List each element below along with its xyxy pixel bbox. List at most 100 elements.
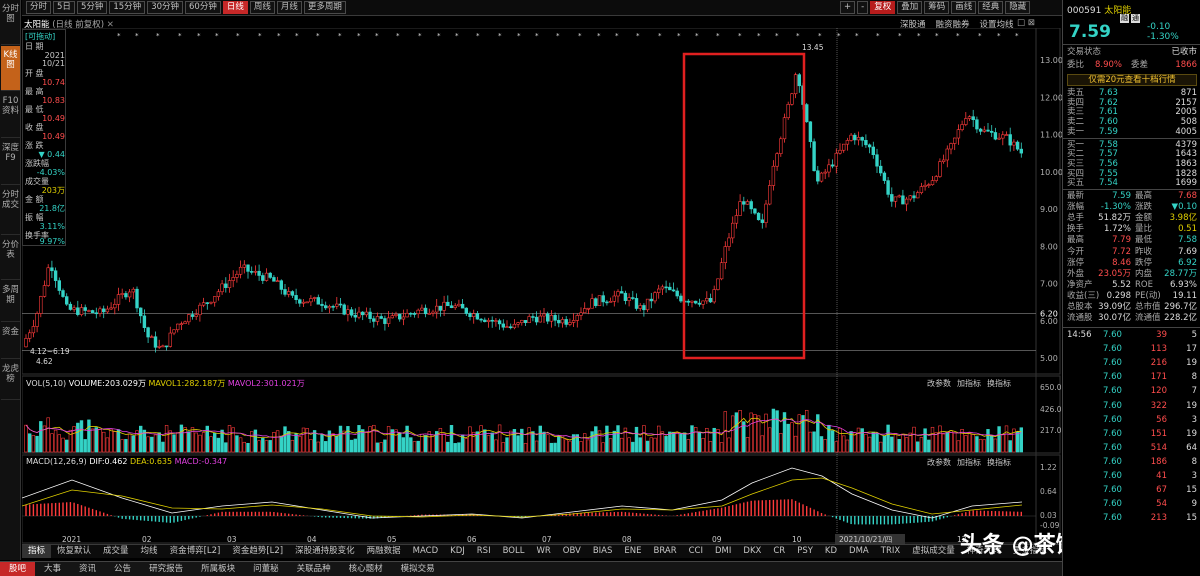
- period-button[interactable]: 月线: [276, 1, 302, 14]
- indicator-tab[interactable]: 指标: [22, 545, 52, 558]
- indicator-tab[interactable]: 两融数据: [366, 546, 401, 556]
- footer-tab[interactable]: 所属板块: [201, 564, 236, 574]
- toolbar-button[interactable]: 隐藏: [1005, 1, 1031, 14]
- kline-chart[interactable]: 13.00 12.00 11.00 10.00 9.00 8.00 7.00 6.206.00…: [22, 28, 1062, 544]
- event-marker[interactable]: *: [1015, 32, 1019, 40]
- indicator-tab[interactable]: ENE: [624, 546, 642, 556]
- period-button[interactable]: 周线: [249, 1, 275, 14]
- indicator-tab[interactable]: 虚拟成交量: [912, 546, 955, 556]
- macd-menu-item[interactable]: 换指标: [987, 458, 1011, 467]
- event-marker[interactable]: *: [295, 32, 299, 40]
- promo-button[interactable]: 仅需20元查看十档行情: [1067, 74, 1197, 86]
- indicator-tab[interactable]: MACD: [412, 546, 439, 556]
- event-marker[interactable]: *: [597, 32, 601, 40]
- indicator-tab[interactable]: 恢复默认: [57, 546, 92, 556]
- event-marker[interactable]: *: [978, 32, 982, 40]
- period-button[interactable]: 5分钟: [76, 1, 108, 14]
- indicator-tab[interactable]: TRIX: [880, 546, 901, 556]
- event-marker[interactable]: *: [997, 32, 1001, 40]
- period-button[interactable]: 更多周期: [303, 1, 346, 14]
- indicator-tab[interactable]: 资金博弈[L2]: [169, 546, 221, 556]
- indicator-tab[interactable]: 资金趋势[L2]: [232, 546, 284, 556]
- info-tag[interactable]: [可拖动]: [25, 32, 56, 41]
- period-button[interactable]: 60分钟: [185, 1, 221, 14]
- indicator-tab[interactable]: 成交量: [103, 546, 129, 556]
- event-marker[interactable]: *: [357, 32, 361, 40]
- event-marker[interactable]: *: [636, 32, 640, 40]
- left-nav-item[interactable]: K线图: [1, 46, 20, 91]
- event-marker[interactable]: *: [716, 32, 720, 40]
- period-button[interactable]: 分时: [26, 1, 52, 14]
- event-marker[interactable]: *: [695, 32, 699, 40]
- event-marker[interactable]: *: [277, 32, 281, 40]
- event-marker[interactable]: *: [956, 32, 960, 40]
- indicator-tab[interactable]: CCI: [688, 546, 704, 556]
- deep-option[interactable]: 融资融券: [935, 20, 970, 30]
- chart-close-icon[interactable]: ✕: [106, 20, 114, 30]
- event-marker[interactable]: *: [615, 32, 619, 40]
- event-marker[interactable]: *: [316, 32, 320, 40]
- toolbar-button[interactable]: 筹码: [924, 1, 950, 14]
- event-marker[interactable]: *: [418, 32, 422, 40]
- event-marker[interactable]: *: [898, 32, 902, 40]
- left-nav-item[interactable]: 分价表: [1, 236, 20, 280]
- close-icon[interactable]: ⊠: [1027, 18, 1035, 28]
- indicator-tab[interactable]: BOLL: [502, 546, 525, 556]
- indicator-tab[interactable]: CR: [773, 546, 786, 556]
- indicator-tab[interactable]: KD: [824, 546, 838, 556]
- period-button[interactable]: 30分钟: [147, 1, 184, 14]
- left-nav-item[interactable]: 多周期: [1, 281, 20, 322]
- vol-menu-item[interactable]: 换指标: [987, 379, 1011, 388]
- event-marker[interactable]: *: [556, 32, 560, 40]
- period-button[interactable]: 日线: [222, 1, 248, 14]
- footer-tab[interactable]: 模拟交易: [400, 564, 435, 574]
- indicator-tab[interactable]: 神奇九转: [966, 546, 1001, 556]
- event-marker[interactable]: *: [117, 32, 121, 40]
- footer-tab[interactable]: 资讯: [79, 564, 97, 574]
- maximize-icon[interactable]: □: [1017, 18, 1026, 28]
- event-marker[interactable]: *: [455, 32, 459, 40]
- left-nav-item[interactable]: F10资料: [1, 92, 20, 138]
- toolbar-button[interactable]: 叠加: [897, 1, 923, 14]
- event-marker[interactable]: *: [476, 32, 480, 40]
- event-marker[interactable]: *: [258, 32, 262, 40]
- footer-tab[interactable]: 核心题材: [348, 564, 383, 574]
- indicator-tab[interactable]: 深股通持股变化: [295, 546, 355, 556]
- event-marker[interactable]: *: [796, 32, 800, 40]
- left-nav-item[interactable]: 分时成交: [1, 186, 20, 235]
- indicator-tab[interactable]: OBV: [562, 546, 581, 556]
- footer-tab[interactable]: 股吧: [0, 562, 36, 576]
- indicator-tab[interactable]: RSI: [476, 546, 491, 556]
- event-marker[interactable]: *: [135, 32, 139, 40]
- event-marker[interactable]: *: [855, 32, 859, 40]
- macd-menu-item[interactable]: 改参数: [927, 458, 951, 467]
- vol-menu-item[interactable]: 加指标: [957, 379, 981, 388]
- toolbar-button[interactable]: -: [857, 1, 869, 14]
- event-marker[interactable]: *: [215, 32, 219, 40]
- event-marker[interactable]: *: [156, 32, 160, 40]
- indicator-tab[interactable]: KDJ: [450, 546, 465, 556]
- event-marker[interactable]: *: [876, 32, 880, 40]
- event-marker[interactable]: *: [818, 32, 822, 40]
- tick-list[interactable]: 14:56 7.60 39 5 7.60 113 17 7.60 216 19 7.60 171 8 7.…: [1063, 330, 1200, 560]
- bar-info-panel[interactable]: [可拖动] 日 期 2021 10/21 开 盘 10.74 最 高 10.83…: [22, 29, 66, 246]
- indicator-tab[interactable]: DMA: [849, 546, 869, 556]
- event-marker[interactable]: *: [658, 32, 662, 40]
- event-marker[interactable]: *: [535, 32, 539, 40]
- toolbar-button[interactable]: 画线: [951, 1, 977, 14]
- event-marker[interactable]: *: [178, 32, 182, 40]
- footer-tab[interactable]: 公告: [114, 564, 132, 574]
- event-marker[interactable]: *: [338, 32, 342, 40]
- indicator-tab[interactable]: 更多指标: [1012, 546, 1047, 556]
- left-nav-item[interactable]: 资金: [1, 323, 20, 359]
- indicator-tab[interactable]: DKX: [743, 546, 762, 556]
- event-marker[interactable]: *: [738, 32, 742, 40]
- event-marker[interactable]: *: [236, 32, 240, 40]
- deep-option[interactable]: 深股通: [900, 20, 926, 30]
- indicator-tab[interactable]: PSY: [797, 546, 813, 556]
- indicator-tab[interactable]: 均线: [140, 546, 158, 556]
- event-marker[interactable]: *: [375, 32, 379, 40]
- toolbar-button[interactable]: 经典: [978, 1, 1004, 14]
- event-marker[interactable]: *: [437, 32, 441, 40]
- macd-menu-item[interactable]: 加指标: [957, 458, 981, 467]
